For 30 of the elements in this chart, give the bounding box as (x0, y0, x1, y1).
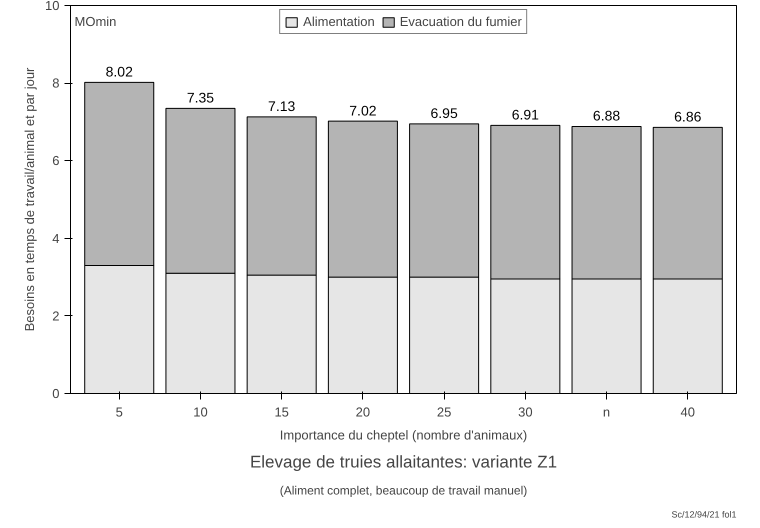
y-axis-title: Besoins en temps de travail/animal et par jour (22, 66, 38, 332)
total-label: 6.95 (430, 105, 458, 122)
y-tick-label: 4 (52, 230, 60, 246)
total-label: 7.02 (349, 102, 377, 118)
text: Sc/12/94/21 fol1 (671, 510, 737, 520)
x-tick-label: 30 (518, 404, 533, 420)
x-tick-label: n (602, 404, 610, 420)
y-tick-label: 2 (52, 308, 60, 324)
total-label: 6.86 (674, 108, 702, 125)
x-tick-label: 15 (274, 404, 289, 420)
x-tick-label: 40 (680, 404, 696, 420)
text: (Aliment complet, beaucoup de travail manuel) (280, 484, 528, 498)
x-tick-label: 10 (193, 404, 208, 420)
legend-label: Alimentation (303, 14, 375, 29)
total-label: 7.13 (268, 98, 296, 114)
y-tick-label: 10 (45, 0, 60, 13)
x-tick-label: 25 (436, 404, 452, 420)
y-tick-label: 0 (52, 386, 60, 401)
text: Elevage de truies allaitantes: variante Z1 (250, 452, 558, 472)
legend-label: Evacuation du fumier (400, 14, 522, 29)
x-axis-title: Importance du cheptel (nombre d'animaux) (280, 428, 528, 442)
total-label: 7.35 (186, 90, 214, 106)
total-label: 8.02 (106, 64, 134, 80)
annotation: MOmin (74, 14, 116, 29)
y-tick-label: 8 (52, 76, 60, 91)
x-tick-label: 20 (356, 404, 370, 420)
total-label: 6.91 (512, 106, 540, 123)
y-tick-label: 6 (52, 153, 60, 168)
x-tick-label: 5 (116, 404, 123, 420)
total-label: 6.88 (592, 108, 620, 124)
